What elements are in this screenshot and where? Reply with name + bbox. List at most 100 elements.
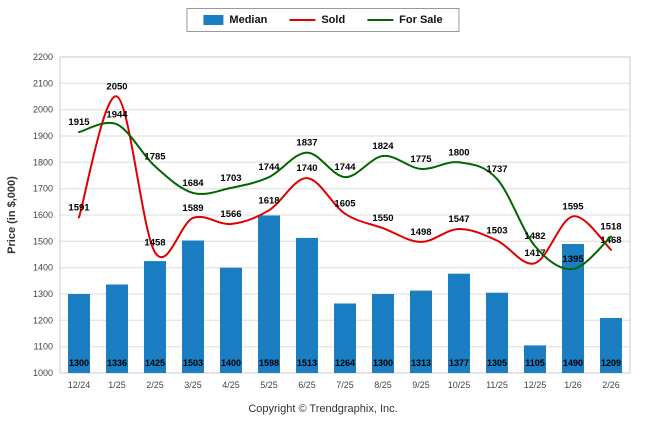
svg-text:1425: 1425 [145, 358, 165, 368]
svg-text:1800: 1800 [33, 157, 53, 167]
legend-item-median: Median [203, 14, 267, 26]
svg-text:1740: 1740 [296, 163, 317, 174]
legend-label-median: Median [229, 14, 268, 26]
svg-text:1598: 1598 [259, 358, 279, 368]
svg-text:11/25: 11/25 [486, 380, 508, 390]
median-bar [296, 237, 318, 373]
svg-text:7/25: 7/25 [336, 380, 354, 390]
svg-text:12/24: 12/24 [68, 380, 91, 390]
x-axis-labels: 12/24 1/25 2/25 3/25 4/25 5/25 6/25 7/25 8/25 9/2… [68, 380, 620, 390]
svg-text:1518: 1518 [600, 222, 621, 233]
y-axis-title: Price (in $,000) [6, 176, 18, 254]
median-bar [448, 273, 470, 373]
svg-text:1785: 1785 [144, 151, 166, 162]
svg-text:1498: 1498 [410, 227, 431, 238]
svg-text:1744: 1744 [334, 162, 356, 173]
legend-item-sold: Sold [289, 14, 345, 26]
svg-text:1417: 1417 [524, 248, 545, 259]
svg-text:1482: 1482 [524, 231, 545, 242]
median-bar [600, 318, 622, 373]
svg-text:1500: 1500 [33, 236, 53, 246]
svg-text:2100: 2100 [33, 78, 53, 88]
svg-text:1300: 1300 [373, 358, 393, 368]
svg-text:1305: 1305 [487, 358, 507, 368]
median-bar [258, 215, 280, 373]
median-bar [106, 284, 128, 373]
svg-text:1395: 1395 [562, 254, 584, 265]
sold-line [78, 95, 612, 265]
svg-text:1468: 1468 [600, 235, 621, 246]
svg-text:1/26: 1/26 [564, 380, 582, 390]
svg-text:1513: 1513 [297, 358, 317, 368]
svg-text:1600: 1600 [33, 210, 53, 220]
median-bar [334, 303, 356, 373]
median-bar [410, 290, 432, 373]
svg-text:4/25: 4/25 [222, 380, 240, 390]
svg-text:2050: 2050 [106, 82, 127, 93]
median-swatch-icon [203, 15, 224, 25]
for-sale-swatch-icon [367, 19, 394, 21]
median-bar [524, 345, 546, 373]
svg-text:1703: 1703 [220, 173, 241, 184]
legend-label-sold: Sold [321, 14, 346, 26]
svg-text:1605: 1605 [334, 199, 356, 210]
svg-text:1336: 1336 [107, 358, 127, 368]
copyright-text: Copyright © Trendgraphix, Inc. [248, 403, 398, 415]
median-bars: 1300 1336 1425 1503 1400 1598 1513 1264 1300 1313… [68, 215, 622, 373]
svg-text:1700: 1700 [33, 184, 53, 194]
svg-text:2200: 2200 [33, 52, 53, 62]
median-bar [144, 261, 166, 373]
svg-text:1105: 1105 [525, 358, 545, 368]
svg-text:1684: 1684 [182, 178, 204, 189]
svg-text:1458: 1458 [144, 237, 165, 248]
legend: Median Sold For Sale [186, 8, 460, 32]
svg-text:1800: 1800 [448, 147, 469, 158]
svg-text:6/25: 6/25 [298, 380, 316, 390]
svg-text:1300: 1300 [69, 358, 89, 368]
svg-text:1589: 1589 [182, 203, 203, 214]
svg-text:10/25: 10/25 [448, 380, 471, 390]
svg-text:1100: 1100 [34, 342, 53, 352]
svg-text:1944: 1944 [106, 109, 128, 120]
svg-text:1200: 1200 [33, 315, 53, 325]
svg-text:1900: 1900 [33, 131, 53, 141]
svg-text:2/25: 2/25 [146, 380, 164, 390]
svg-text:1775: 1775 [410, 154, 432, 165]
svg-text:1837: 1837 [296, 138, 317, 149]
legend-label-for-sale: For Sale [399, 14, 443, 26]
svg-text:1264: 1264 [335, 358, 355, 368]
svg-text:1313: 1313 [411, 358, 431, 368]
svg-text:1824: 1824 [372, 141, 394, 152]
sold-swatch-icon [289, 19, 316, 21]
svg-text:12/25: 12/25 [524, 380, 547, 390]
y-grid: 1000 1100 1200 1300 1400 1500 1600 1700 1800 1900… [33, 52, 631, 378]
svg-text:1915: 1915 [68, 117, 90, 128]
legend-item-for-sale: For Sale [367, 14, 443, 26]
svg-text:1744: 1744 [258, 162, 280, 173]
svg-text:1000: 1000 [33, 368, 53, 378]
svg-text:1737: 1737 [486, 164, 507, 175]
svg-text:2/26: 2/26 [602, 380, 620, 390]
svg-text:8/25: 8/25 [374, 380, 392, 390]
svg-text:3/25: 3/25 [184, 380, 202, 390]
svg-text:1550: 1550 [372, 213, 393, 224]
svg-text:1377: 1377 [449, 358, 469, 368]
median-bar [220, 267, 242, 373]
median-bar [68, 294, 90, 373]
median-bar [486, 292, 508, 373]
svg-text:1503: 1503 [486, 226, 507, 237]
svg-text:1595: 1595 [562, 201, 584, 212]
svg-text:5/25: 5/25 [260, 380, 278, 390]
svg-text:1503: 1503 [183, 358, 203, 368]
svg-text:1618: 1618 [258, 195, 279, 206]
svg-text:1591: 1591 [68, 202, 90, 213]
svg-text:1209: 1209 [601, 358, 621, 368]
svg-text:1566: 1566 [220, 209, 241, 220]
for-sale-line [78, 122, 612, 271]
svg-text:1/25: 1/25 [108, 380, 126, 390]
svg-text:1400: 1400 [33, 263, 53, 273]
svg-text:1300: 1300 [33, 289, 53, 299]
price-chart: 1000 1100 1200 1300 1400 1500 1600 1700 1800 1900… [6, 52, 631, 390]
for-sale-labels: 1915 1944 1785 1684 1703 1744 1837 1744 1824 1775… [68, 109, 621, 265]
svg-text:9/25: 9/25 [412, 380, 430, 390]
